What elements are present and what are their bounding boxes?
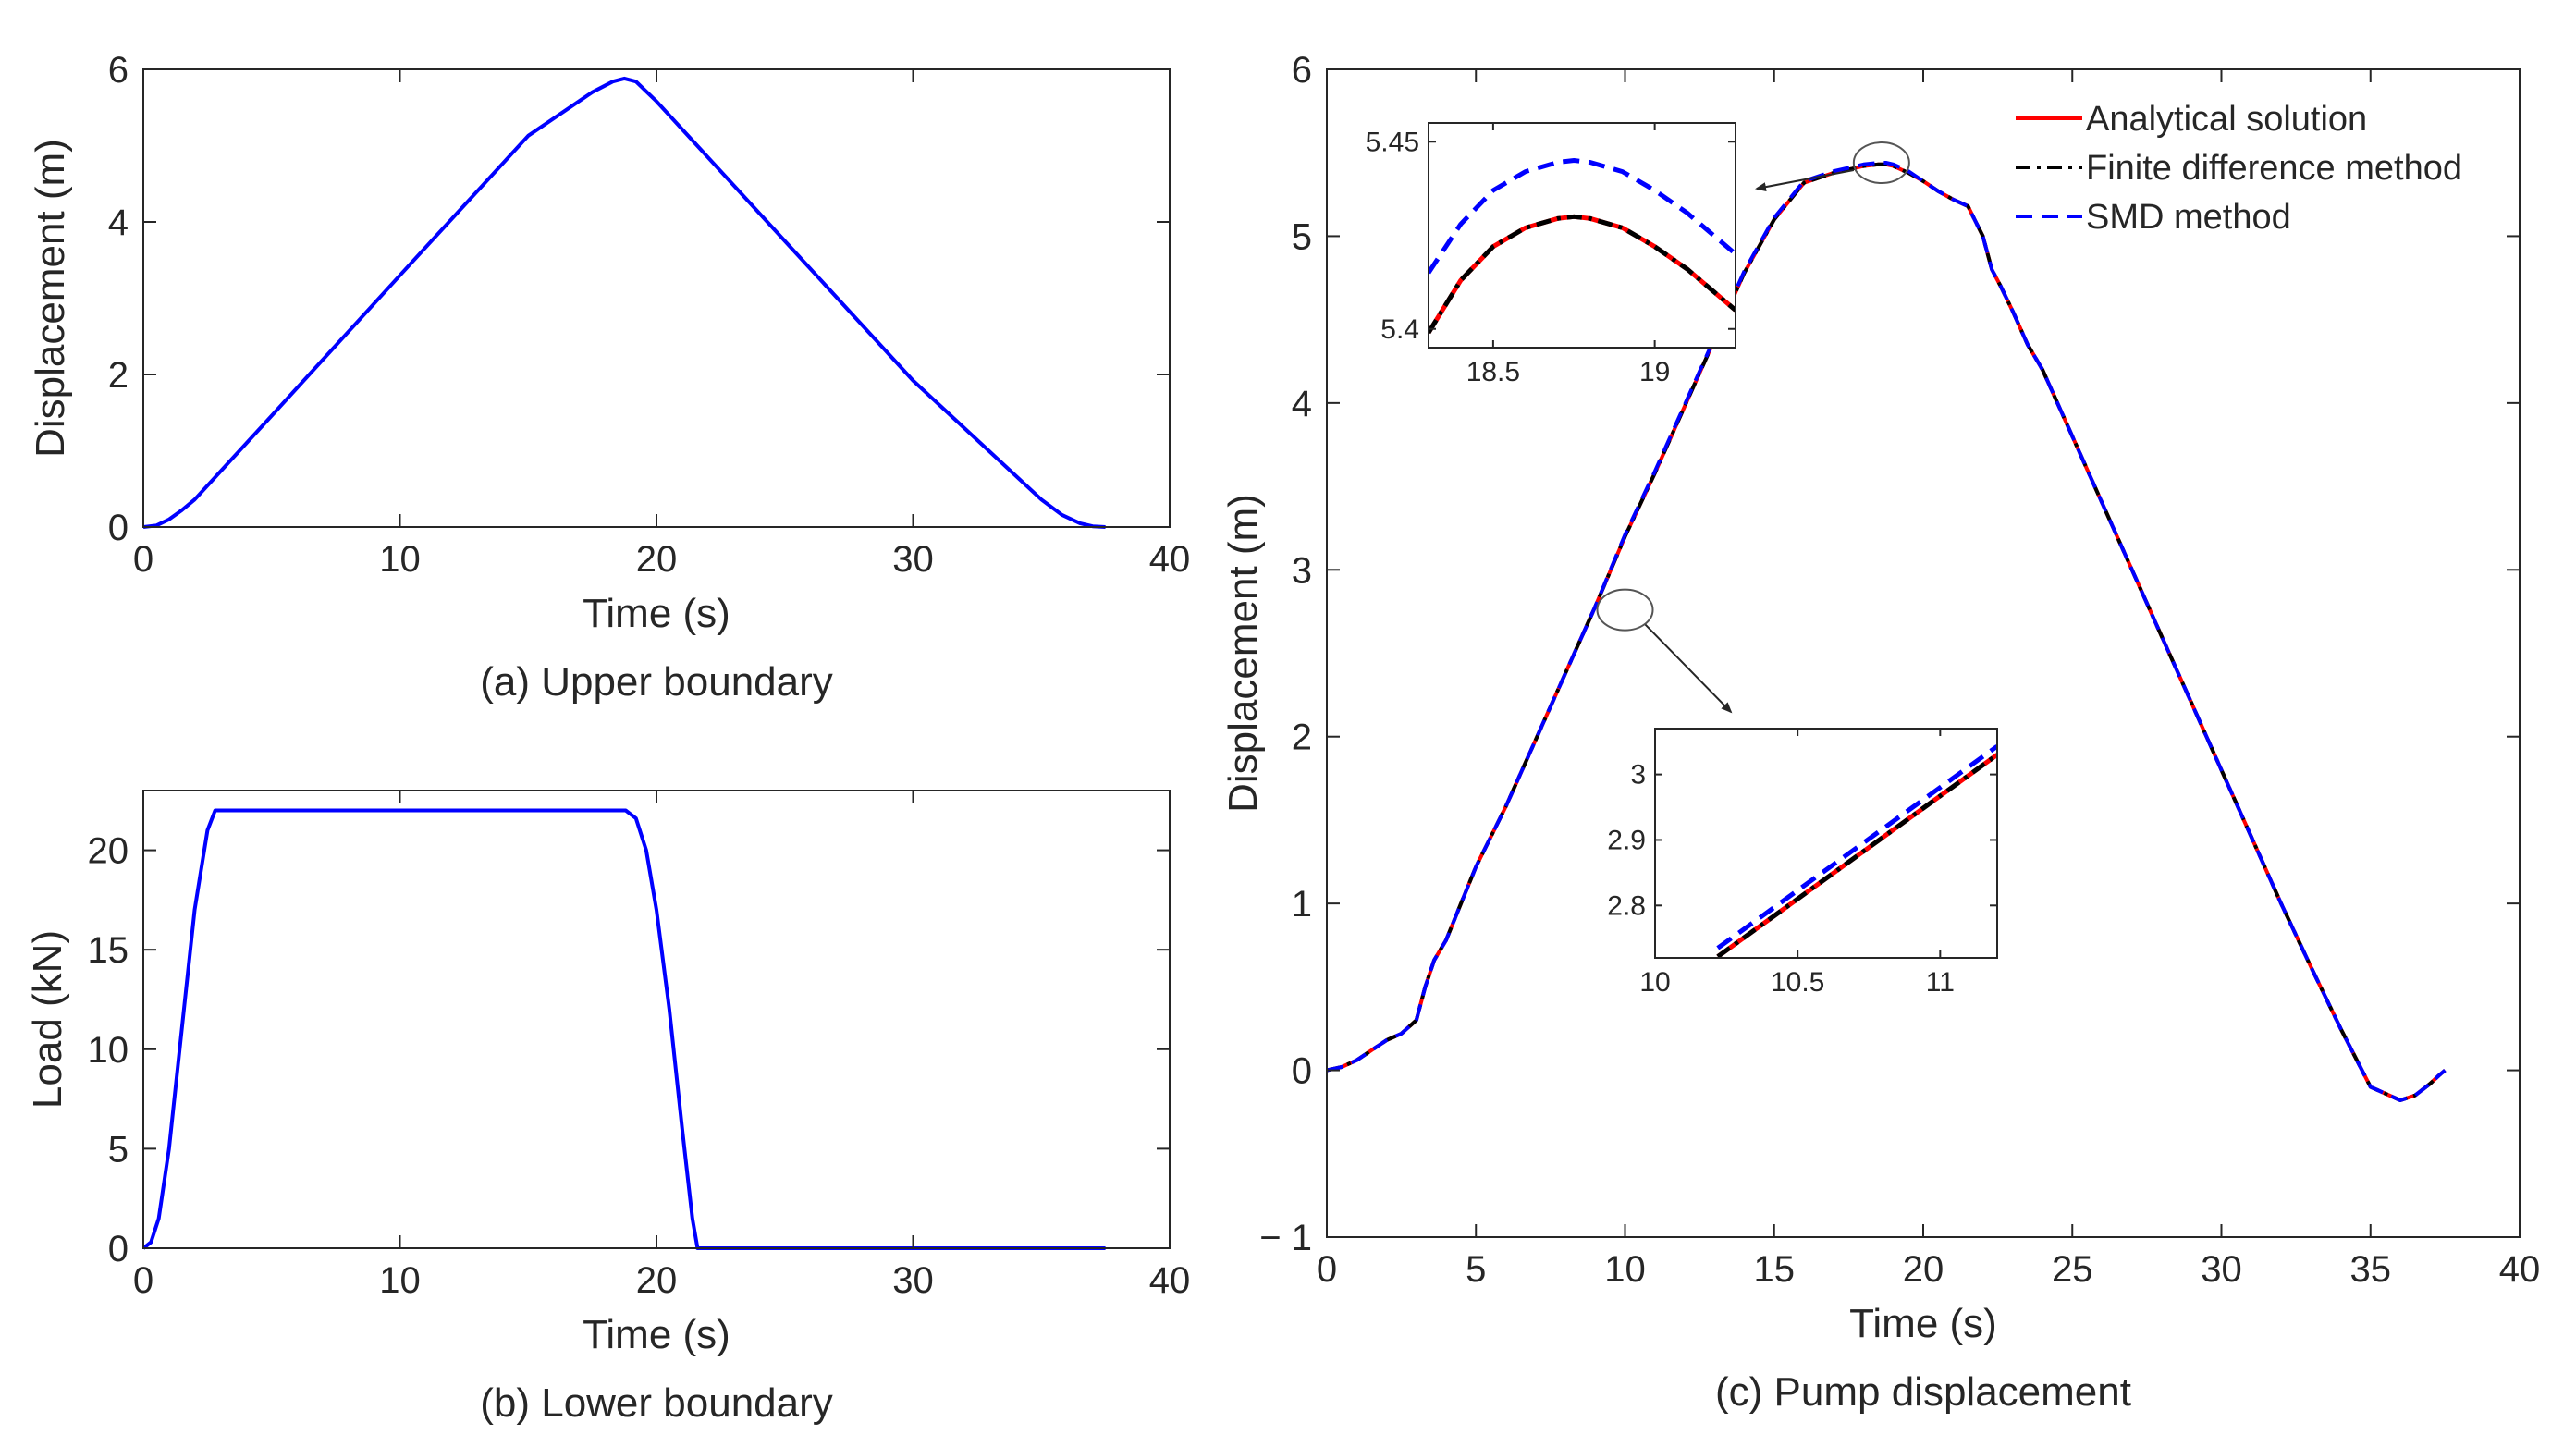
c-inset-mid-series-smd-method [1716,744,1997,950]
subplot-a-x-tick-label: 40 [1149,539,1191,580]
c-inset-mid-x-tick-label: 11 [1926,967,1955,998]
c-inset-mid-background [1655,729,1997,958]
c-inset-peak-axes-frame [1428,122,1736,349]
subplot-a-x-tick-label: 0 [133,539,153,580]
subplot-b-y-axis-title: Load (kN) [25,930,70,1109]
subplot-b-x-axis-title: Time (s) [583,1312,730,1357]
subplot-a-series-upper-boundary-displacement [143,76,1106,529]
mid-zoom-arrow [1644,623,1733,714]
c-inset-peak-axes: 18.5 19 5.4 5.45 [1366,122,1736,387]
subplot-c-x-tick-label: 25 [2052,1249,2093,1290]
subplot-c-x-tick-label: 35 [2350,1249,2392,1290]
c-inset-peak-x-tick-label: 18.5 [1466,357,1520,387]
c-inset-mid-x-tick-label: 10 [1639,967,1670,998]
subplot-c-y-tick-label: 0 [1292,1051,1312,1092]
c-inset-mid-series-finite-difference-method [1716,753,1997,958]
c-inset-mid-axes: 10 10.5 11 2.8 2.9 3 [1607,728,1998,998]
subplot-b-x-tick-label: 0 [133,1260,153,1301]
c-inset-mid-y-tick-label: 2.8 [1607,890,1646,921]
subplot-c-y-axis-title: Displacement (m) [1221,494,1266,813]
subplot-c-y-tick-label: − 1 [1259,1218,1312,1258]
subplot-a: 0 10 20 30 40 0 2 4 6 Time (s) Displacement (m) (a)… [28,50,1190,705]
subplot-a-x-axis-title: Time (s) [583,591,730,636]
c-inset-mid-y-tick-label: 2.9 [1607,825,1646,855]
legend: Analytical solution Finite difference met… [2016,100,2462,237]
subplot-c-x-tick-label: 20 [1903,1249,1944,1290]
c-inset-peak-y-tick-label: 5.45 [1366,127,1419,157]
subplot-c-y-tick-label: 3 [1292,550,1312,591]
subplot-c-x-tick-label: 40 [2499,1249,2541,1290]
subplot-c-y-tick-label: 5 [1292,216,1312,257]
subplot-a-axes: 0 10 20 30 40 0 2 4 6 [108,50,1191,580]
c-inset-peak-background [1429,123,1736,348]
subplot-b-series-lower-boundary-load [143,808,1106,1250]
subplot-c-y-tick-label: 4 [1292,384,1312,424]
legend-label-finite-difference-method: Finite difference method [2086,149,2462,188]
subplot-c-x-axis-title: Time (s) [1849,1301,1997,1346]
subplot-c-y-tick-label: 1 [1292,884,1312,925]
c-inset-mid-x-tick-label: 10.5 [1771,967,1824,998]
subplot-a-x-tick-label: 10 [379,539,421,580]
subplot-c-x-tick-label: 15 [1754,1249,1796,1290]
subplot-c-y-tick-label: 6 [1292,50,1312,91]
c-inset-peak-y-tick-label: 5.4 [1380,314,1419,345]
subplot-a-y-tick-label: 2 [108,355,129,396]
subplot-b-y-tick-label: 15 [88,930,129,971]
c-inset-peak: 18.5 19 5.4 5.45 [1366,122,1736,387]
subplot-c-x-tick-label: 0 [1317,1249,1337,1290]
c-inset-mid: 10 10.5 11 2.8 2.9 3 [1607,728,1998,998]
subplot-b: 0 10 20 30 40 0 5 10 15 20 Time (s) Load (kN) (b) Lo… [25,790,1191,1426]
subplot-c-x-tick-label: 30 [2201,1249,2242,1290]
subplot-b-x-tick-label: 40 [1149,1260,1191,1301]
subplot-b-y-tick-label: 0 [108,1229,129,1269]
subplot-b-y-tick-label: 5 [108,1129,129,1170]
subplot-a-y-tick-label: 4 [108,202,129,243]
subplot-c-series-smd-method [1327,161,2447,1102]
subplot-a-y-tick-label: 0 [108,508,129,548]
subplot-c-caption: (c) Pump displacement [1715,1369,2131,1415]
legend-label-smd-method: SMD method [2086,198,2291,237]
subplot-b-axes-frame [142,790,1171,1249]
subplot-a-y-axis-title: Displacement (m) [28,139,73,458]
c-inset-mid-y-tick-label: 3 [1630,760,1646,791]
c-inset-peak-series-smd-method [1429,158,1736,275]
subplot-c-x-tick-label: 5 [1466,1249,1486,1290]
subplot-a-x-tick-label: 30 [892,539,934,580]
subplot-c-x-tick-label: 10 [1604,1249,1646,1290]
peak-zoom-arrow [1755,169,1855,192]
subplot-c-axes-frame [1326,68,2521,1238]
peak-zoom-ellipse [1852,141,1910,185]
subplot-b-x-tick-label: 10 [379,1260,421,1301]
c-inset-mid-axes-frame [1654,728,1998,959]
subplot-c-y-tick-label: 2 [1292,717,1312,758]
subplot-a-caption: (a) Upper boundary [480,659,833,705]
subplot-b-axes: 0 10 20 30 40 0 5 10 15 20 [88,790,1191,1301]
subplot-a-y-tick-label: 6 [108,50,129,91]
subplot-b-caption: (b) Lower boundary [480,1380,833,1426]
legend-label-analytical-solution: Analytical solution [2086,100,2367,139]
subplot-b-x-tick-label: 30 [892,1260,934,1301]
subplot-a-x-tick-label: 20 [636,539,678,580]
c-inset-peak-series-finite-difference-method [1429,214,1736,335]
subplot-b-x-tick-label: 20 [636,1260,678,1301]
mid-zoom-ellipse [1596,588,1654,632]
subplot-b-y-tick-label: 20 [88,831,129,872]
subplot-a-axes-frame [142,68,1171,528]
subplot-b-y-tick-label: 10 [88,1030,129,1071]
c-inset-peak-x-tick-label: 19 [1639,357,1670,387]
